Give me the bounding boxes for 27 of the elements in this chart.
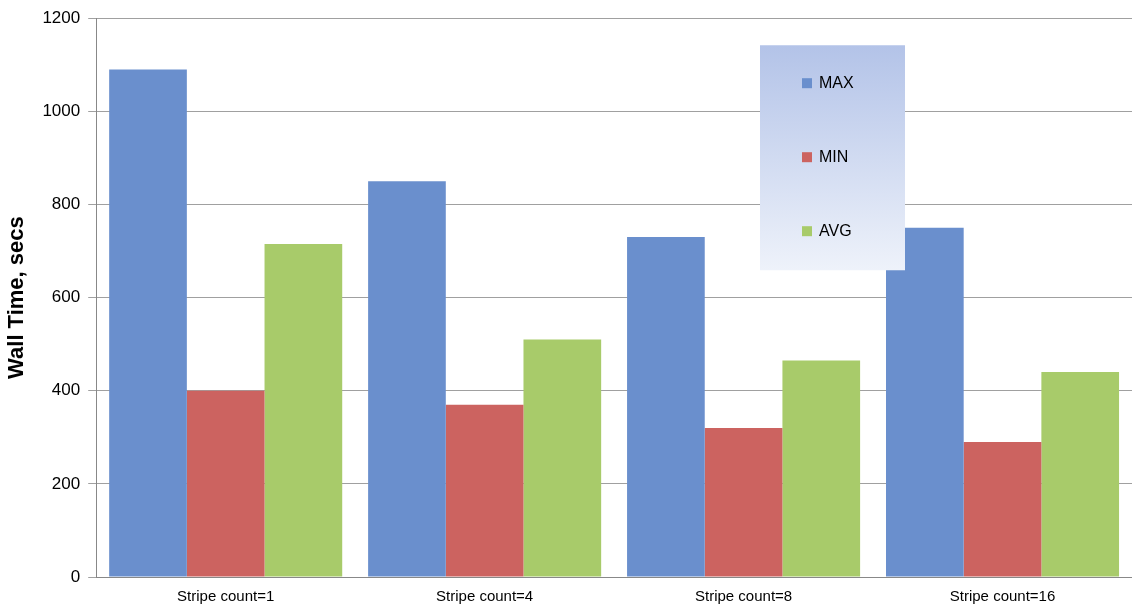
bar — [886, 227, 964, 577]
legend-label: MIN — [819, 147, 849, 165]
bar — [963, 441, 1042, 577]
bar — [264, 244, 343, 577]
legend-label: MAX — [819, 73, 854, 91]
y-tick-label: 200 — [51, 473, 81, 493]
y-tick-label: 400 — [51, 380, 81, 400]
x-tick-label: Stripe count=4 — [436, 587, 534, 605]
bar — [782, 360, 861, 577]
x-tick-label: Stripe count=16 — [949, 587, 1056, 605]
x-tick-label: Stripe count=8 — [695, 587, 793, 605]
y-tick-label: 600 — [51, 287, 81, 307]
y-tick-label: 800 — [51, 194, 81, 214]
bar — [445, 404, 524, 577]
bar — [186, 390, 265, 577]
y-axis-title: Wall Time, secs — [3, 216, 29, 379]
bar — [368, 181, 446, 577]
y-tick-label: 1200 — [42, 7, 81, 27]
bar — [627, 237, 705, 577]
bar — [704, 427, 783, 577]
y-tick-label: 1000 — [42, 101, 81, 121]
bar — [523, 339, 602, 577]
x-tick-label: Stripe count=1 — [177, 587, 275, 605]
bar — [1041, 372, 1120, 577]
bar — [109, 69, 187, 577]
legend-label: AVG — [819, 221, 852, 239]
y-tick-label: 0 — [70, 566, 81, 586]
